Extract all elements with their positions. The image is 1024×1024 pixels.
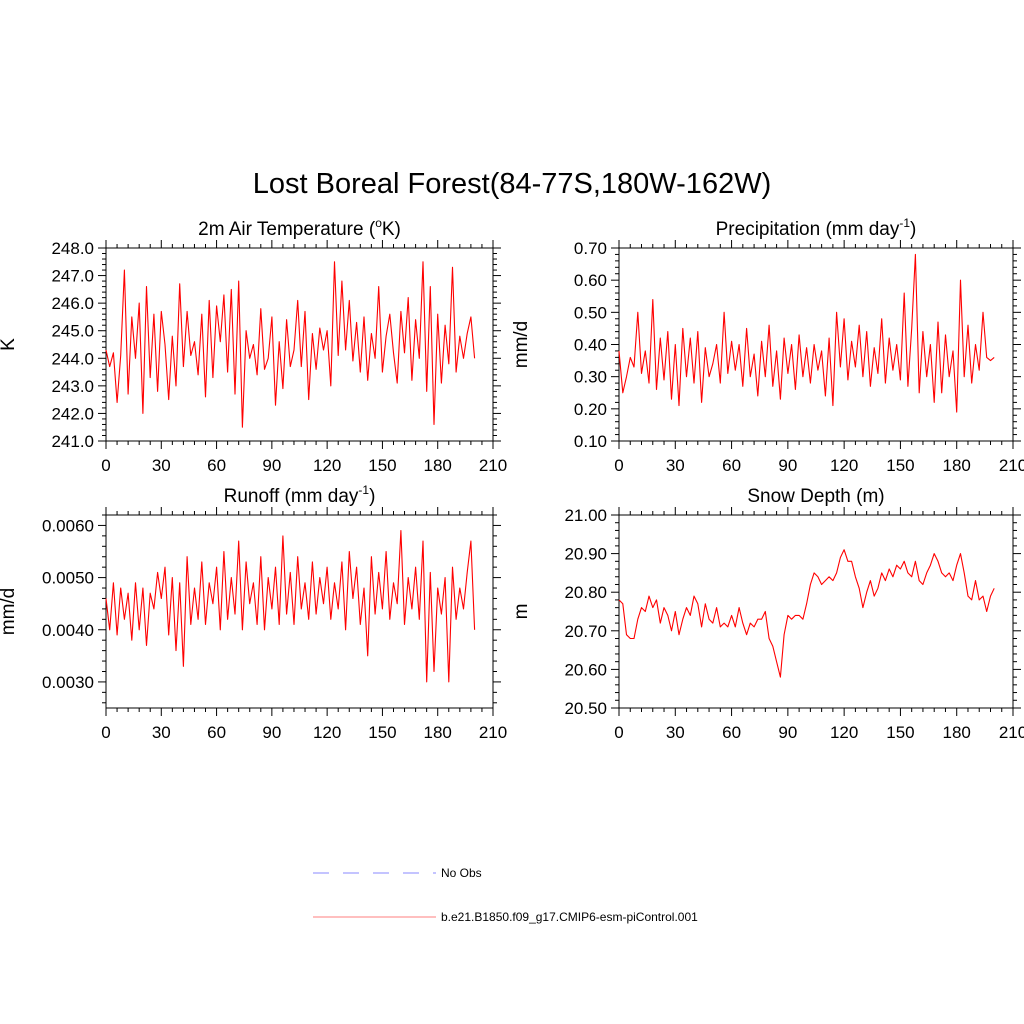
precipitation-y-tick-label: 0.50	[574, 303, 607, 322]
snow-depth-x-tick-label: 0	[614, 723, 623, 742]
temperature-y-tick-label: 243.0	[51, 377, 94, 396]
runoff-plot-frame	[105, 514, 494, 709]
snow-depth-series-line	[618, 549, 995, 678]
runoff-x-tick-label: 0	[101, 723, 110, 742]
runoff-x-tick-label: 60	[207, 723, 226, 742]
temperature-x-tick-label: 90	[262, 456, 281, 475]
runoff-x-tick-label: 120	[313, 723, 341, 742]
snow-depth-y-tick-label: 20.80	[564, 583, 607, 602]
precipitation-panel: Precipitation (mm day-1) mm/d 0 30 60 90 120 15…	[511, 216, 1024, 475]
temperature-y-tick-label: 244.0	[51, 349, 94, 368]
snow-depth-y-tick-label: 20.50	[564, 699, 607, 718]
runoff-y-tick-label: 0.0050	[42, 569, 94, 588]
runoff-x-tick-label: 150	[368, 723, 396, 742]
precipitation-y-tick-label: 0.20	[574, 400, 607, 419]
runoff-y-tick-label: 0.0060	[42, 516, 94, 535]
temperature-series-line	[105, 261, 476, 428]
temperature-x-tick-label: 180	[424, 456, 452, 475]
runoff-x-tick-label: 30	[152, 723, 171, 742]
temperature-y-tick-label: 246.0	[51, 294, 94, 313]
temperature-panel-title: 2m Air Temperature (oK)	[198, 216, 401, 240]
temperature-x-tick-label: 60	[207, 456, 226, 475]
snow-depth-x-tick-label: 210	[999, 723, 1024, 742]
legend: No Obs b.e21.B1850.f09_g17.CMIP6-esm-piCo…	[313, 866, 698, 924]
snow-depth-panel: Snow Depth (m) m 0 30 60 90 120 150 180 210 20.50 2…	[511, 486, 1024, 742]
precipitation-y-tick-label: 0.30	[574, 368, 607, 387]
runoff-series-line	[105, 530, 476, 683]
precipitation-x-tick-label: 180	[943, 456, 971, 475]
temperature-y-tick-label: 242.0	[51, 404, 94, 423]
precipitation-x-tick-label: 60	[722, 456, 741, 475]
snow-depth-y-tick-label: 21.00	[564, 506, 607, 525]
precipitation-x-tick-label: 30	[666, 456, 685, 475]
precipitation-series-line	[618, 253, 995, 413]
temperature-y-tick-label: 248.0	[51, 239, 94, 258]
temperature-plot-frame	[105, 247, 494, 442]
temperature-y-tick-label: 247.0	[51, 267, 94, 286]
snow-depth-y-axis-label: m	[511, 604, 532, 620]
precipitation-plot-frame	[618, 247, 1014, 442]
precipitation-y-tick-label: 0.70	[574, 239, 607, 258]
precipitation-x-tick-label: 120	[830, 456, 858, 475]
snow-depth-x-tick-label: 90	[778, 723, 797, 742]
precipitation-y-axis-label: mm/d	[511, 321, 532, 369]
runoff-y-tick-label: 0.0030	[42, 673, 94, 692]
snow-depth-x-tick-label: 150	[886, 723, 914, 742]
snow-depth-x-tick-label: 180	[943, 723, 971, 742]
runoff-panel: Runoff (mm day-1) mm/d 0 30 60 90 120 150 180 210…	[0, 483, 507, 742]
legend-label-model: b.e21.B1850.f09_g17.CMIP6-esm-piControl.…	[441, 910, 698, 924]
precipitation-y-tick-label: 0.60	[574, 271, 607, 290]
temperature-x-tick-label: 120	[313, 456, 341, 475]
temperature-y-axis-label: K	[0, 338, 19, 351]
temperature-y-tick-label: 245.0	[51, 322, 94, 341]
precipitation-y-tick-label: 0.10	[574, 432, 607, 451]
precipitation-y-tick-label: 0.40	[574, 336, 607, 355]
panels: 2m Air Temperature (oK) K 0 30 60 90 120 150 180…	[0, 216, 1024, 742]
temperature-x-tick-label: 0	[101, 456, 110, 475]
snow-depth-plot-frame	[618, 514, 1014, 709]
runoff-x-tick-label: 210	[479, 723, 507, 742]
figure-title: Lost Boreal Forest(84-77S,180W-162W)	[253, 168, 771, 200]
precipitation-x-tick-label: 210	[999, 456, 1024, 475]
precipitation-x-tick-label: 90	[778, 456, 797, 475]
runoff-y-axis-label: mm/d	[0, 588, 19, 636]
temperature-x-tick-label: 30	[152, 456, 171, 475]
snow-depth-x-tick-label: 30	[666, 723, 685, 742]
runoff-y-tick-label: 0.0040	[42, 621, 94, 640]
precipitation-x-tick-label: 150	[886, 456, 914, 475]
snow-depth-y-tick-label: 20.90	[564, 545, 607, 564]
temperature-panel: 2m Air Temperature (oK) K 0 30 60 90 120 150 180…	[0, 216, 507, 475]
runoff-panel-title: Runoff (mm day-1)	[224, 483, 376, 507]
snow-depth-y-tick-label: 20.70	[564, 622, 607, 641]
snow-depth-x-tick-label: 120	[830, 723, 858, 742]
temperature-y-tick-label: 241.0	[51, 432, 94, 451]
snow-depth-panel-title: Snow Depth (m)	[747, 486, 884, 507]
runoff-x-tick-label: 180	[424, 723, 452, 742]
precipitation-panel-title: Precipitation (mm day-1)	[716, 216, 917, 240]
precipitation-x-tick-label: 0	[614, 456, 623, 475]
snow-depth-x-tick-label: 60	[722, 723, 741, 742]
temperature-x-tick-label: 150	[368, 456, 396, 475]
snow-depth-y-tick-label: 20.60	[564, 660, 607, 679]
legend-label-no-obs: No Obs	[441, 866, 482, 880]
runoff-x-tick-label: 90	[262, 723, 281, 742]
temperature-x-tick-label: 210	[479, 456, 507, 475]
